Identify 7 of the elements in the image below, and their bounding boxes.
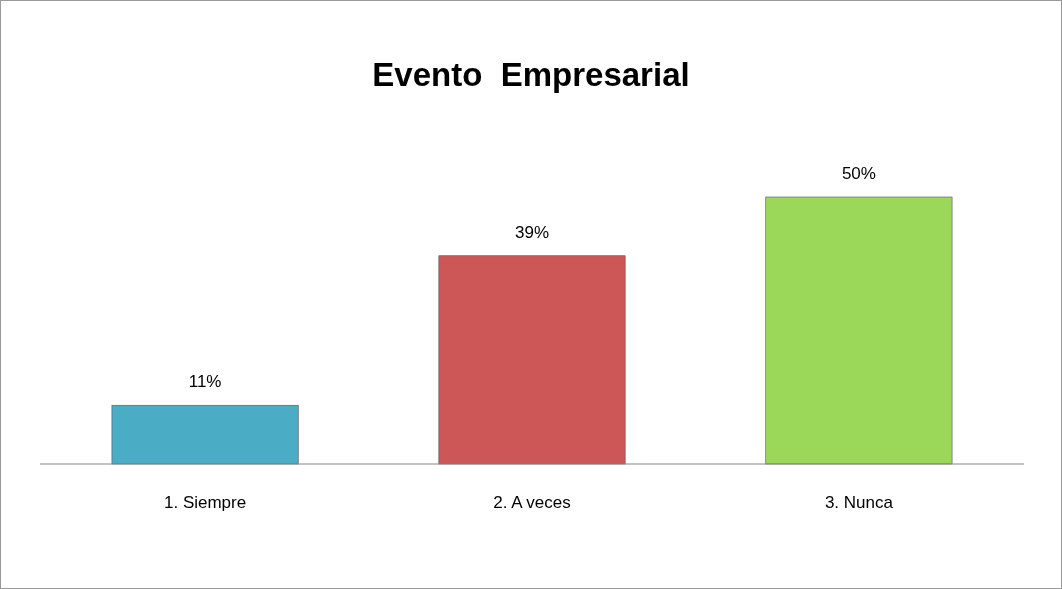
x-tick-label: 2. A veces [493, 493, 571, 512]
x-tick-label: 3. Nunca [824, 493, 894, 512]
data-label: 39% [514, 222, 550, 242]
data-label: 50% [841, 164, 876, 183]
data-label: 11% [188, 372, 222, 392]
chart-title: Evento Empresarial [372, 56, 690, 93]
x-tick-label: 1. Siempre [163, 493, 247, 512]
